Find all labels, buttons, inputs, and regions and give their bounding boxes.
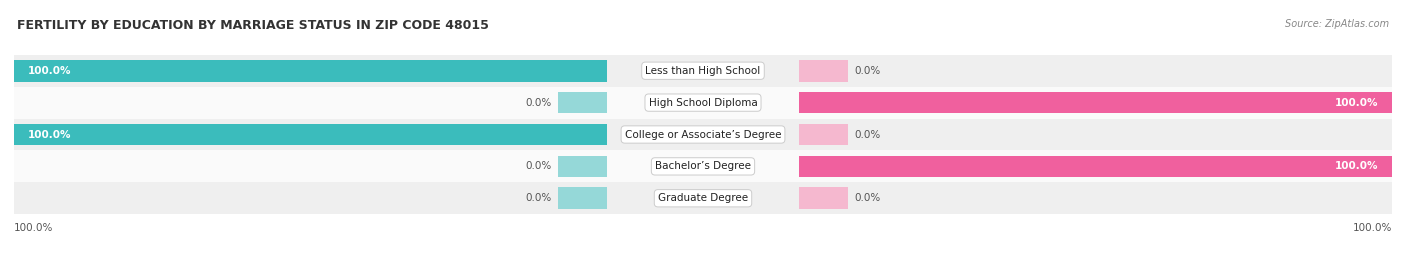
Bar xyxy=(558,155,606,177)
Text: Less than High School: Less than High School xyxy=(645,66,761,76)
Text: 0.0%: 0.0% xyxy=(855,193,880,203)
Bar xyxy=(14,119,1392,150)
Bar xyxy=(800,155,1392,177)
Bar xyxy=(14,55,1392,87)
Bar xyxy=(800,124,848,145)
Text: 100.0%: 100.0% xyxy=(14,223,53,233)
Text: 0.0%: 0.0% xyxy=(526,193,551,203)
Text: 0.0%: 0.0% xyxy=(526,161,551,171)
Bar xyxy=(14,150,1392,182)
Text: FERTILITY BY EDUCATION BY MARRIAGE STATUS IN ZIP CODE 48015: FERTILITY BY EDUCATION BY MARRIAGE STATU… xyxy=(17,19,489,32)
Bar xyxy=(14,124,606,145)
Bar xyxy=(14,60,606,82)
Text: 0.0%: 0.0% xyxy=(855,129,880,140)
Text: Graduate Degree: Graduate Degree xyxy=(658,193,748,203)
Bar xyxy=(558,187,606,209)
Bar xyxy=(800,60,848,82)
Text: 0.0%: 0.0% xyxy=(526,98,551,108)
Text: 0.0%: 0.0% xyxy=(855,66,880,76)
Text: Source: ZipAtlas.com: Source: ZipAtlas.com xyxy=(1285,19,1389,29)
Bar xyxy=(800,187,848,209)
Text: 100.0%: 100.0% xyxy=(1334,161,1378,171)
Text: 100.0%: 100.0% xyxy=(1353,223,1392,233)
Bar xyxy=(14,87,1392,119)
Text: 100.0%: 100.0% xyxy=(28,66,72,76)
Bar xyxy=(800,92,1392,114)
Text: 100.0%: 100.0% xyxy=(28,129,72,140)
Text: High School Diploma: High School Diploma xyxy=(648,98,758,108)
Text: 100.0%: 100.0% xyxy=(1334,98,1378,108)
Bar xyxy=(558,92,606,114)
Text: Bachelor’s Degree: Bachelor’s Degree xyxy=(655,161,751,171)
Bar xyxy=(14,182,1392,214)
Text: College or Associate’s Degree: College or Associate’s Degree xyxy=(624,129,782,140)
